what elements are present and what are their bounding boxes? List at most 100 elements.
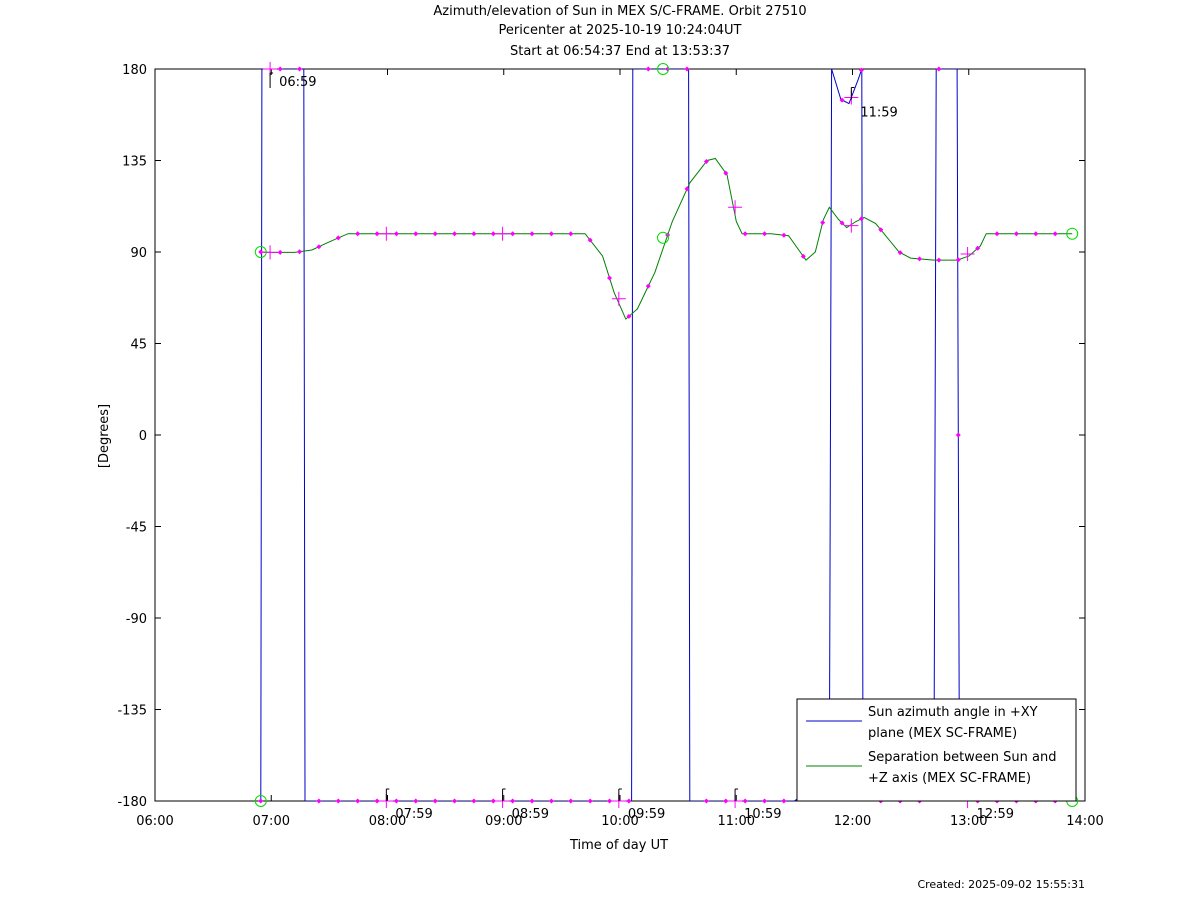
sample-marker <box>936 66 942 72</box>
sample-marker <box>258 249 264 255</box>
legend-box <box>796 698 1077 802</box>
sample-marker <box>297 249 303 255</box>
chart-title-line-2: Pericenter at 2025-10-19 10:24:04UT <box>498 23 742 38</box>
sample-marker <box>510 231 516 237</box>
sample-marker <box>820 220 826 226</box>
sample-marker <box>355 231 361 237</box>
sample-marker <box>897 250 903 256</box>
x-tick-label: 13:00 <box>950 814 987 829</box>
sample-marker <box>878 227 884 233</box>
sample-marker <box>1033 231 1039 237</box>
sample-marker <box>858 216 864 222</box>
x-tick-label: 07:00 <box>253 814 290 829</box>
sample-marker <box>781 798 787 804</box>
hour-cross-marker <box>263 245 278 260</box>
hour-cross-marker <box>960 247 975 262</box>
sample-marker <box>374 798 380 804</box>
sample-marker <box>839 220 845 226</box>
sample-marker <box>587 798 593 804</box>
x-tick-label: 10:00 <box>601 814 638 829</box>
sample-marker <box>975 245 981 251</box>
sample-marker <box>568 798 574 804</box>
y-axis-label: [Degrees] <box>97 404 112 468</box>
sample-marker <box>587 237 593 243</box>
y-tick-label: 180 <box>122 63 147 78</box>
time-label: 09:59 <box>628 807 665 822</box>
sample-marker <box>684 66 690 72</box>
y-tick-label: -135 <box>117 704 147 719</box>
sample-marker <box>413 798 419 804</box>
start-end-circle <box>1066 227 1079 240</box>
y-tick-label: 135 <box>122 155 147 170</box>
legend: Sun azimuth angle in +XY plane (MEX SC-FR… <box>796 698 1077 802</box>
sample-marker <box>917 256 923 262</box>
x-axis-label: Time of day UT <box>569 838 668 853</box>
chart-title-line-1: Azimuth/elevation of Sun in MEX S/C-FRAM… <box>433 4 807 19</box>
time-label: 06:59 <box>279 75 316 90</box>
sample-marker <box>626 313 632 319</box>
y-tick-label: 0 <box>139 429 147 444</box>
y-tick-label: 90 <box>130 246 147 261</box>
plot-series <box>260 69 1074 801</box>
sample-marker <box>490 231 496 237</box>
start-end-circle <box>254 246 267 258</box>
hour-cross-marker <box>495 226 510 241</box>
sample-marker <box>626 798 632 804</box>
sample-marker <box>277 249 283 255</box>
sample-marker <box>723 170 729 176</box>
y-tick-label: -90 <box>126 612 147 627</box>
hour-cross-marker <box>728 200 743 215</box>
sample-marker <box>665 66 671 72</box>
sample-marker <box>548 231 554 237</box>
sample-marker <box>684 186 690 192</box>
start-end-circle <box>657 231 670 244</box>
x-tick-label: 09:00 <box>485 814 522 829</box>
sample-marker <box>703 158 709 164</box>
sample-marker <box>723 798 729 804</box>
sample-marker <box>955 432 961 438</box>
sample-marker <box>277 66 283 72</box>
time-label: 08:59 <box>512 807 549 822</box>
sample-marker <box>955 257 961 263</box>
sample-marker <box>839 97 845 103</box>
sample-marker <box>548 798 554 804</box>
sample-marker <box>393 798 399 804</box>
y-tick-label: -45 <box>126 521 147 536</box>
sample-marker <box>762 231 768 237</box>
x-tick-label: 14:00 <box>1066 814 1103 829</box>
series-line-separation <box>260 157 1073 320</box>
time-label: 07:59 <box>395 807 432 822</box>
sample-marker <box>355 798 361 804</box>
start-end-circle <box>657 63 670 75</box>
x-tick-label: 11:00 <box>718 814 755 829</box>
hour-cross-marker <box>611 291 626 306</box>
start-end-circle <box>254 795 267 807</box>
sample-marker <box>936 257 942 263</box>
time-label: 12:59 <box>977 807 1014 822</box>
sample-marker <box>529 798 535 804</box>
time-label: 11:59 <box>860 106 897 121</box>
hour-cross-marker <box>379 226 394 241</box>
sample-marker <box>781 232 787 238</box>
sample-marker <box>452 231 458 237</box>
plot-axes: 06:00 07:00 08:00 09:00 10:00 11:00 12:00 13:00… <box>117 63 1103 829</box>
created-timestamp: Created: 2025-09-02 15:55:31 <box>917 878 1085 891</box>
chart-title-line-3: Start at 06:54:37 End at 13:53:37 <box>509 44 731 59</box>
sample-marker <box>432 231 438 237</box>
x-tick-label: 06:00 <box>136 814 173 829</box>
series-line-azimuth <box>260 69 1074 801</box>
sample-marker <box>471 231 477 237</box>
sample-marker <box>316 798 322 804</box>
sample-marker <box>335 235 341 241</box>
sample-marker <box>800 253 806 259</box>
sample-marker <box>645 283 651 289</box>
plot-frame <box>154 68 1086 802</box>
sample-marker <box>297 66 303 72</box>
sample-marker <box>607 275 613 281</box>
sample-marker <box>413 231 419 237</box>
sample-marker <box>742 231 748 237</box>
sample-marker <box>645 66 651 72</box>
sample-marker <box>452 798 458 804</box>
y-tick-label: 45 <box>130 338 147 353</box>
sample-marker <box>529 231 535 237</box>
